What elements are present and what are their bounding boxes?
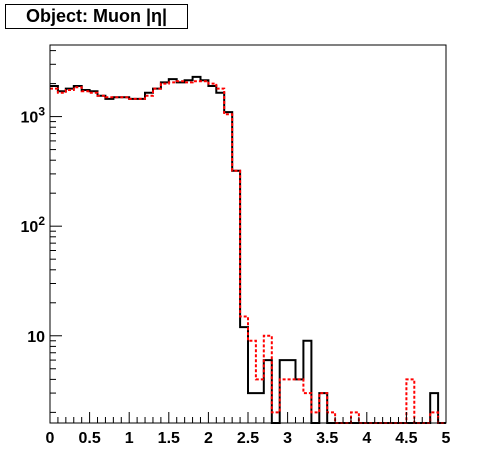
chart-title: Object: Muon |η| (25, 6, 168, 26)
x-tick-label: 4 (362, 430, 371, 447)
x-tick-label: 2 (204, 430, 213, 447)
x-tick-label: 0 (46, 430, 55, 447)
x-tick-label: 3.5 (316, 430, 338, 447)
y-tick-label: 103 (21, 105, 46, 127)
x-tick-label: 2.5 (237, 430, 259, 447)
x-tick-label: 0.5 (78, 430, 100, 447)
series-line-1 (50, 75, 446, 424)
x-tick-label: 4.5 (395, 430, 417, 447)
y-tick-label: 10 (27, 329, 45, 346)
x-tick-label: 1 (125, 430, 134, 447)
chart-title-box: Object: Muon |η| (5, 4, 188, 29)
series-line-2 (50, 80, 446, 424)
y-tick-label: 102 (21, 214, 46, 236)
x-tick-label: 1.5 (158, 430, 180, 447)
x-tick-label: 3 (283, 430, 292, 447)
x-tick-label: 5 (442, 430, 451, 447)
